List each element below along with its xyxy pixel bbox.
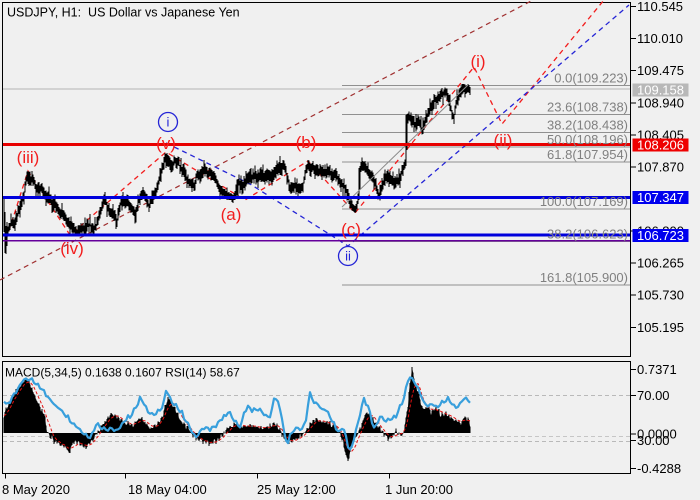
svg-text:18 May 04:00: 18 May 04:00 [128,482,207,497]
svg-text:-0.4288: -0.4288 [637,461,681,476]
svg-text:161.8(105.900): 161.8(105.900) [540,270,628,285]
svg-text:(b): (b) [296,133,317,152]
svg-text:23.6(108.738): 23.6(108.738) [547,100,628,115]
svg-text:108.940: 108.940 [637,95,684,110]
svg-text:MACD(5,34,5) 0.1638 0.1607 RSI: MACD(5,34,5) 0.1638 0.1607 RSI(14) 58.67 [5,366,240,380]
svg-text:109.475: 109.475 [637,63,684,78]
svg-text:106.723: 106.723 [637,228,684,243]
svg-text:(ii): (ii) [494,131,513,150]
svg-text:0.0(109.223): 0.0(109.223) [554,71,628,86]
svg-text:(iii): (iii) [17,148,40,167]
svg-text:61.8(107.954): 61.8(107.954) [547,147,628,162]
svg-text:(i): (i) [470,52,485,71]
svg-text:108.206: 108.206 [637,138,684,153]
svg-text:(iv): (iv) [60,239,84,258]
svg-text:0.7371: 0.7371 [637,362,677,377]
svg-text:(c): (c) [341,220,361,239]
svg-text:(v): (v) [156,134,176,153]
svg-text:38.2(106.623): 38.2(106.623) [547,227,628,242]
svg-text:8 May 2020: 8 May 2020 [2,482,70,497]
svg-text:0.0000: 0.0000 [637,427,677,442]
svg-text:110.545: 110.545 [637,0,683,14]
svg-text:100.0(107.169): 100.0(107.169) [540,194,628,209]
svg-text:109.158: 109.158 [637,83,684,98]
svg-text:105.195: 105.195 [637,320,684,335]
svg-text:107.870: 107.870 [637,159,684,174]
svg-text:25 May 12:00: 25 May 12:00 [257,482,336,497]
svg-text:38.2(108.438): 38.2(108.438) [547,118,628,133]
svg-text:50.0(108.196): 50.0(108.196) [547,132,628,147]
svg-text:USDJPY, H1: US Dollar vs Japa: USDJPY, H1: US Dollar vs Japanese Yen [7,6,240,20]
svg-text:(a): (a) [221,205,242,224]
svg-text:110.010: 110.010 [637,31,683,46]
svg-text:105.730: 105.730 [637,288,684,303]
svg-text:107.347: 107.347 [637,190,684,205]
svg-text:70.00: 70.00 [637,388,670,403]
svg-text:106.265: 106.265 [637,256,684,271]
svg-text:ii: ii [345,249,351,264]
svg-text:30.00: 30.00 [637,433,670,448]
svg-text:i: i [167,115,170,130]
svg-text:1 Jun 20:00: 1 Jun 20:00 [385,482,453,497]
